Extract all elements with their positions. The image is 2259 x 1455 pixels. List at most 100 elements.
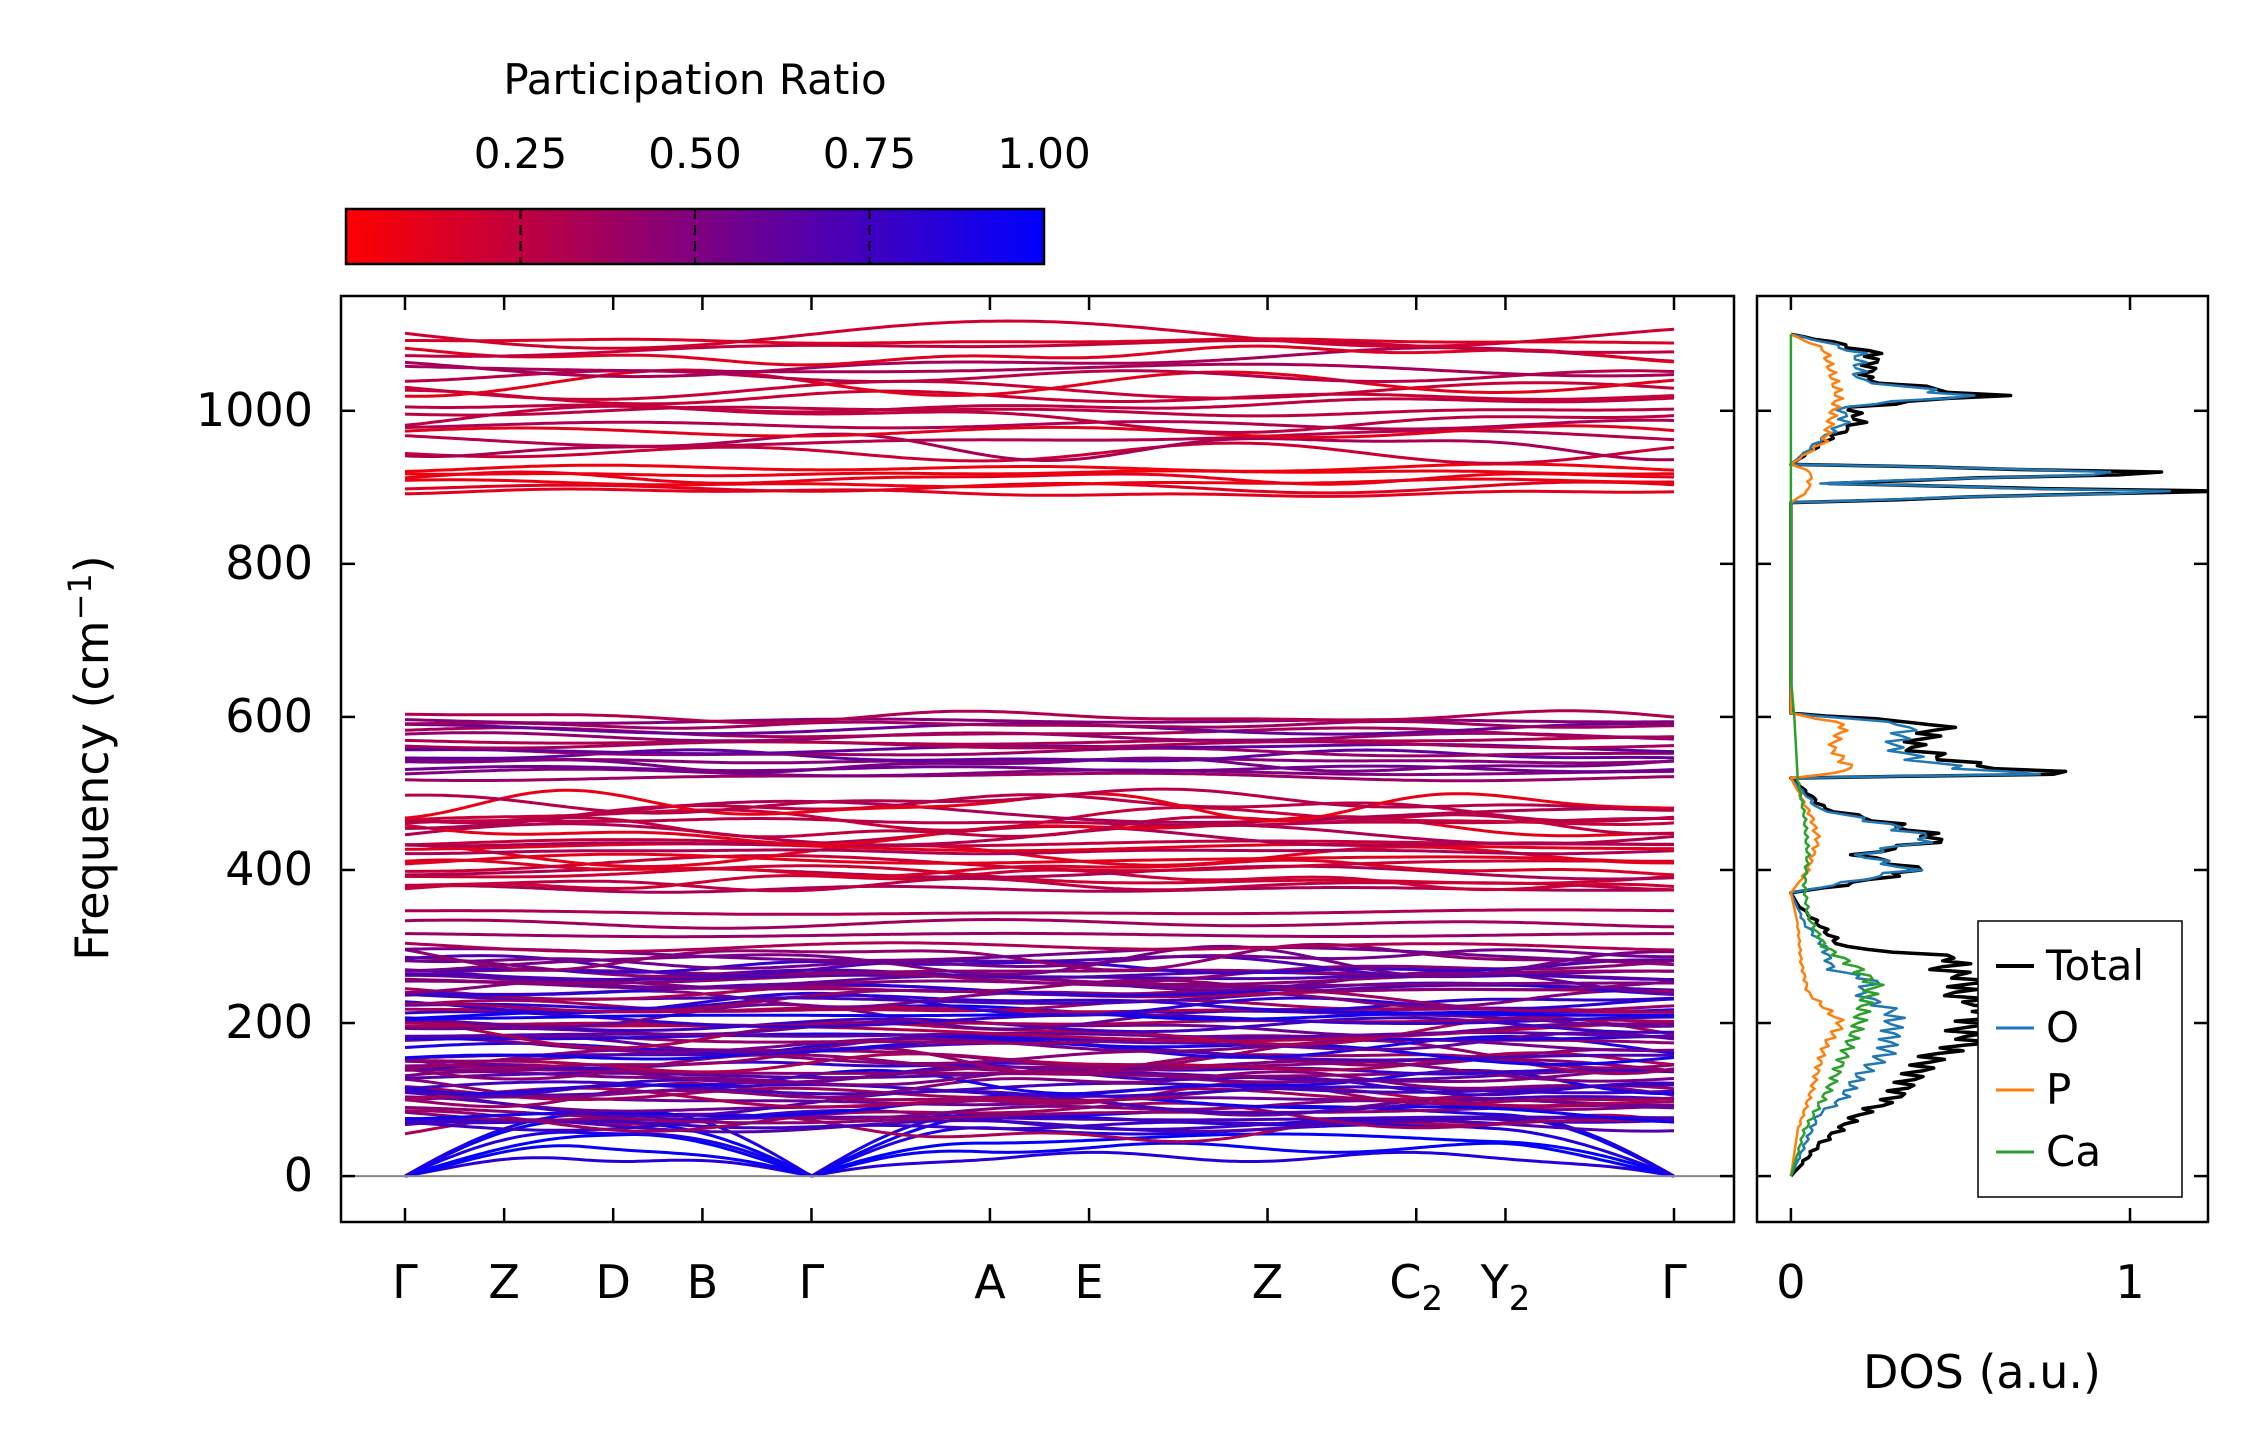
dos-xtick-label-0: 0 (1776, 1255, 1805, 1309)
band-line (404, 767, 1674, 778)
band-line (405, 1032, 1675, 1042)
band-line (404, 477, 1674, 489)
band-line (404, 858, 1675, 878)
kpoint-label-3: B (687, 1255, 719, 1309)
band-line (404, 948, 1675, 970)
band-line (404, 709, 1675, 725)
band-line (405, 864, 1675, 885)
band-line (404, 1150, 1675, 1178)
y-tick-label-0: 0 (284, 1148, 313, 1202)
band-line (404, 432, 1675, 462)
colorbar-tick-label-0: 0.25 (474, 129, 568, 178)
band-line (404, 756, 1675, 774)
band-line (404, 813, 1675, 839)
band-line (404, 470, 1674, 486)
band-line (404, 1046, 1675, 1076)
dos-panel: 0 1 DOS (a.u.) Total OP Ca (1755, 294, 2210, 1399)
kpoint-label-9: Y2 (1480, 1255, 1531, 1319)
band-line (404, 339, 1674, 358)
colorbar-tick-labels: 0.25 0.50 0.75 1.00 (474, 129, 1091, 178)
dos-series-o (1789, 333, 2172, 1177)
kpoint-label-7: Z (1252, 1255, 1284, 1309)
band-group-3 (404, 787, 1675, 894)
band-line (404, 429, 1675, 448)
kpoint-label-1: Z (488, 1255, 520, 1309)
band-line (404, 405, 1675, 418)
band-line (404, 1141, 1675, 1178)
band-line (404, 717, 1674, 725)
y-tick-label-1: 200 (225, 995, 313, 1049)
band-line (405, 931, 1674, 939)
band-line (404, 424, 1675, 439)
y-tick-label-5: 1000 (196, 383, 313, 437)
band-group-1 (404, 942, 1675, 1144)
band-line (404, 854, 1674, 873)
kpoint-label-5: A (974, 1255, 1006, 1309)
band-line (404, 993, 1675, 1012)
colorbar-tick-label-2: 0.75 (823, 129, 917, 178)
band-line (404, 469, 1675, 478)
dos-axes-frame (1755, 294, 2210, 1224)
band-line (404, 756, 1675, 765)
band-line (404, 843, 1674, 869)
y-axis-label: Frequency (cm−1) (61, 555, 119, 960)
band-line (404, 379, 1675, 401)
band-line (404, 1081, 1675, 1109)
band-line (405, 746, 1675, 758)
band-line (404, 771, 1675, 783)
y-tick-label-3: 600 (225, 689, 313, 743)
legend-label-ca: Ca (2046, 1127, 2101, 1176)
band-line (404, 918, 1675, 930)
dos-x-axis-label: DOS (a.u.) (1863, 1345, 2101, 1399)
band-group-4 (404, 709, 1675, 783)
dos-legend: Total OP Ca (1977, 920, 2183, 1198)
band-line (404, 908, 1675, 916)
band-line (404, 362, 1675, 378)
legend-label-total: Total (2045, 941, 2144, 990)
dos-series-p (1789, 333, 1854, 1177)
band-line (404, 319, 1675, 350)
band-line (404, 941, 1675, 953)
colorbar-tick-label-3: 1.00 (997, 129, 1091, 178)
y-tick-label-2: 400 (225, 842, 313, 896)
band-line (404, 418, 1675, 431)
dos-series-ca (1789, 334, 1885, 1177)
legend-label-p: P (2046, 1065, 2071, 1114)
band-line (405, 368, 1675, 398)
band-line (404, 462, 1675, 473)
band-line (404, 396, 1675, 414)
band-line (404, 868, 1675, 892)
band-axes-frame (339, 294, 1736, 1224)
y-tick-label-4: 800 (225, 536, 313, 590)
kpoint-label-0: Γ (392, 1255, 418, 1309)
band-line (405, 842, 1674, 853)
band-line (404, 740, 1675, 750)
band-line (404, 1115, 1675, 1122)
colorbar: Participation Ratio 0.25 0.50 0.75 1.00 (344, 55, 1091, 266)
dos-xtick-label-1: 1 (2115, 1255, 2144, 1309)
band-line (404, 1101, 1675, 1133)
band-line (405, 337, 1674, 345)
band-line (404, 720, 1675, 730)
band-line (404, 787, 1674, 815)
band-line (404, 1002, 1675, 1031)
colorbar-title: Participation Ratio (503, 55, 886, 104)
band-line (404, 1099, 1674, 1122)
band-group-2 (404, 908, 1675, 953)
band-group-6 (404, 319, 1675, 465)
kpoint-label-2: D (595, 1255, 630, 1309)
legend-label-o: O (2046, 1003, 2079, 1052)
band-line (404, 955, 1675, 986)
kpoint-label-10: Γ (1661, 1255, 1687, 1309)
band-line (404, 735, 1674, 746)
band-line (405, 848, 1675, 856)
band-line (404, 806, 1675, 832)
band-line (404, 487, 1675, 498)
dos-series-total (1789, 332, 2208, 1178)
band-line (404, 1070, 1675, 1099)
colorbar-tick-label-1: 0.50 (648, 129, 742, 178)
kpoint-label-8: C2 (1389, 1255, 1443, 1319)
band-line (405, 388, 1675, 406)
kpoint-label-6: E (1075, 1255, 1104, 1309)
